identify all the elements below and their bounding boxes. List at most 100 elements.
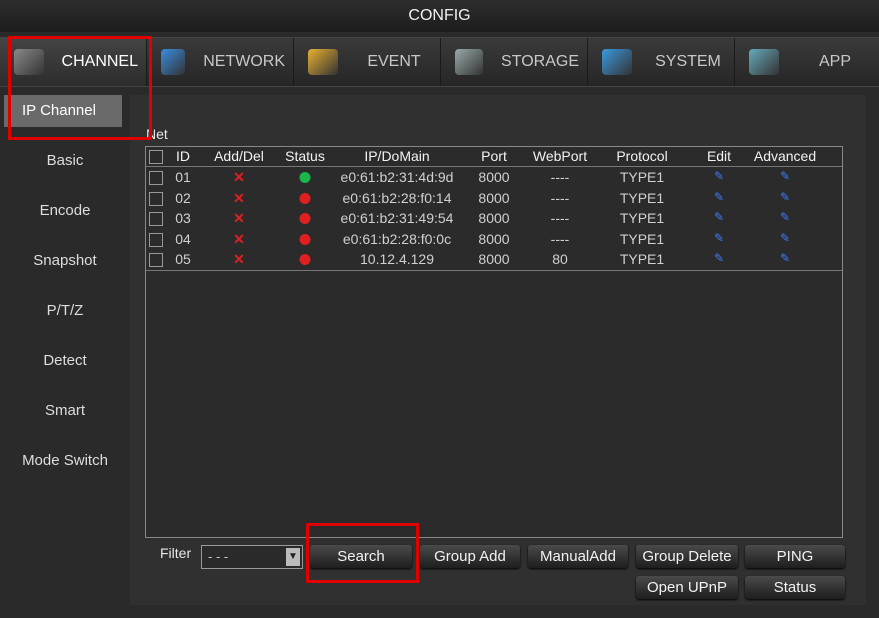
edit-pencil-icon[interactable]: ✎ (713, 169, 725, 183)
edit-pencil-icon[interactable]: ✎ (713, 251, 725, 265)
sidebar-item-basic[interactable]: Basic (46, 152, 84, 169)
delete-x-icon[interactable]: ✕ (233, 169, 245, 185)
tab-label: EVENT (367, 53, 421, 70)
column-header-webport: WebPort (532, 148, 588, 164)
status-dot (299, 233, 311, 245)
ip-domain: 10.12.4.129 (360, 251, 434, 267)
status-offline-icon (299, 251, 311, 268)
tab-label: STORAGE (501, 53, 579, 70)
table-row[interactable]: 04 ✕ e0:61:b2:28:f0:0c 8000 ---- TYPE1 ✎ ✎ (146, 230, 842, 250)
column-header-id: ID (176, 148, 190, 164)
advanced-pencil-icon[interactable]: ✎ (779, 210, 791, 224)
web-port: 80 (552, 251, 568, 267)
web-port: ---- (550, 169, 570, 185)
ip-domain: e0:61:b2:28:f0:0c (342, 230, 452, 247)
tab-system[interactable]: SYSTEM (588, 38, 735, 86)
sidebar-item-mode-switch[interactable]: Mode Switch (22, 452, 108, 469)
advanced-pencil-icon[interactable]: ✎ (779, 169, 791, 183)
channel-camera-gear-icon (14, 49, 44, 75)
table-header: ID Add/Del Status IP/DoMain Port WebPort Proto… (146, 147, 842, 167)
filter-select[interactable]: - - - ▼ (201, 545, 303, 569)
manual-add-button[interactable]: ManualAdd (528, 545, 628, 568)
column-header-ip-domain: IP/DoMain (364, 148, 430, 164)
sidebar-item-p-t-z[interactable]: P/T/Z (46, 302, 84, 319)
table-row[interactable]: 02 ✕ e0:61:b2:28:f0:14 8000 ---- TYPE1 ✎ ✎ (146, 189, 842, 209)
status-offline-icon (299, 190, 311, 207)
column-header-protocol: Protocol (616, 148, 668, 164)
channel-id: 03 (175, 210, 191, 226)
row-checkbox[interactable] (149, 191, 163, 206)
row-checkbox[interactable] (149, 253, 163, 267)
tab-channel[interactable]: CHANNEL (0, 38, 147, 86)
advanced-pencil-icon[interactable]: ✎ (779, 230, 791, 245)
column-header-status: Status (285, 148, 325, 164)
tab-label: CHANNEL (61, 53, 138, 70)
window-title: CONFIG (0, 0, 879, 32)
protocol: TYPE1 (619, 210, 665, 226)
status-dot (299, 213, 311, 224)
search-button[interactable]: Search (310, 545, 412, 568)
row-checkbox[interactable] (149, 232, 163, 247)
channel-id: 05 (175, 251, 191, 267)
port: 8000 (478, 251, 510, 267)
status-online-icon (299, 169, 311, 186)
delete-x-icon[interactable]: ✕ (233, 189, 245, 206)
port: 8000 (478, 189, 510, 206)
port: 8000 (478, 230, 510, 247)
top-tab-bar: CHANNEL NETWORK EVENT STORAGE SYSTEM APP (0, 37, 879, 87)
sidebar-item-smart[interactable]: Smart (44, 402, 85, 419)
select-all-checkbox[interactable] (149, 150, 163, 164)
tab-event[interactable]: EVENT (294, 38, 441, 86)
network-gear-icon (161, 49, 186, 75)
column-header-port: Port (481, 148, 507, 164)
status-dot (299, 172, 311, 183)
dropdown-arrow-icon[interactable]: ▼ (286, 548, 300, 566)
advanced-pencil-icon[interactable]: ✎ (779, 251, 791, 265)
table-divider (146, 270, 842, 271)
sidebar-item-snapshot[interactable]: Snapshot (33, 252, 97, 269)
web-port: ---- (550, 189, 570, 206)
web-port: ---- (550, 210, 570, 226)
filter-label: Filter (160, 545, 192, 561)
row-checkbox[interactable] (149, 171, 163, 185)
delete-x-icon[interactable]: ✕ (233, 251, 245, 267)
sidebar-item-encode[interactable]: Encode (39, 202, 91, 219)
delete-x-icon[interactable]: ✕ (233, 210, 245, 226)
ip-channel-table[interactable]: ID Add/Del Status IP/DoMain Port WebPort Proto… (145, 146, 843, 538)
status-button[interactable]: Status (745, 576, 845, 599)
table-row[interactable]: 03 ✕ e0:61:b2:31:49:54 8000 ---- TYPE1 ✎ ✎ (146, 209, 842, 229)
status-dot (299, 254, 311, 265)
protocol: TYPE1 (619, 189, 665, 206)
edit-pencil-icon[interactable]: ✎ (713, 210, 725, 224)
protocol: TYPE1 (619, 169, 665, 185)
column-header-advanced: Advanced (753, 148, 817, 164)
group-add-button[interactable]: Group Add (420, 545, 520, 568)
group-delete-button[interactable]: Group Delete (636, 545, 738, 568)
sidebar-item-ip-channel[interactable]: IP Channel (4, 95, 122, 127)
tab-storage[interactable]: STORAGE (441, 38, 588, 86)
status-dot (299, 192, 311, 204)
storage-gear-icon (455, 49, 484, 75)
tab-app[interactable]: APP (735, 38, 879, 86)
event-calendar-icon (308, 49, 338, 75)
table-row[interactable]: 01 ✕ e0:61:b2:31:4d:9d 8000 ---- TYPE1 ✎ ✎ (146, 168, 842, 188)
tab-network[interactable]: NETWORK (147, 38, 294, 86)
channel-id: 01 (175, 169, 191, 185)
edit-pencil-icon[interactable]: ✎ (713, 230, 725, 245)
ip-domain: e0:61:b2:28:f0:14 (342, 189, 452, 206)
protocol: TYPE1 (619, 251, 665, 267)
table-row[interactable]: 05 ✕ 10.12.4.129 8000 80 TYPE1 ✎ ✎ (146, 250, 842, 270)
status-offline-icon (299, 231, 311, 248)
ping-button[interactable]: PING (745, 545, 845, 568)
open-upnp-button[interactable]: Open UPnP (636, 576, 738, 599)
edit-pencil-icon[interactable]: ✎ (713, 189, 725, 204)
tab-label: NETWORK (203, 53, 285, 70)
app-icon (749, 49, 779, 75)
channel-id: 02 (175, 189, 191, 206)
delete-x-icon[interactable]: ✕ (233, 230, 245, 247)
row-checkbox[interactable] (149, 212, 163, 226)
port: 8000 (478, 210, 510, 226)
sidebar-item-detect[interactable]: Detect (43, 352, 87, 369)
advanced-pencil-icon[interactable]: ✎ (779, 189, 791, 204)
tab-label: SYSTEM (655, 53, 721, 70)
